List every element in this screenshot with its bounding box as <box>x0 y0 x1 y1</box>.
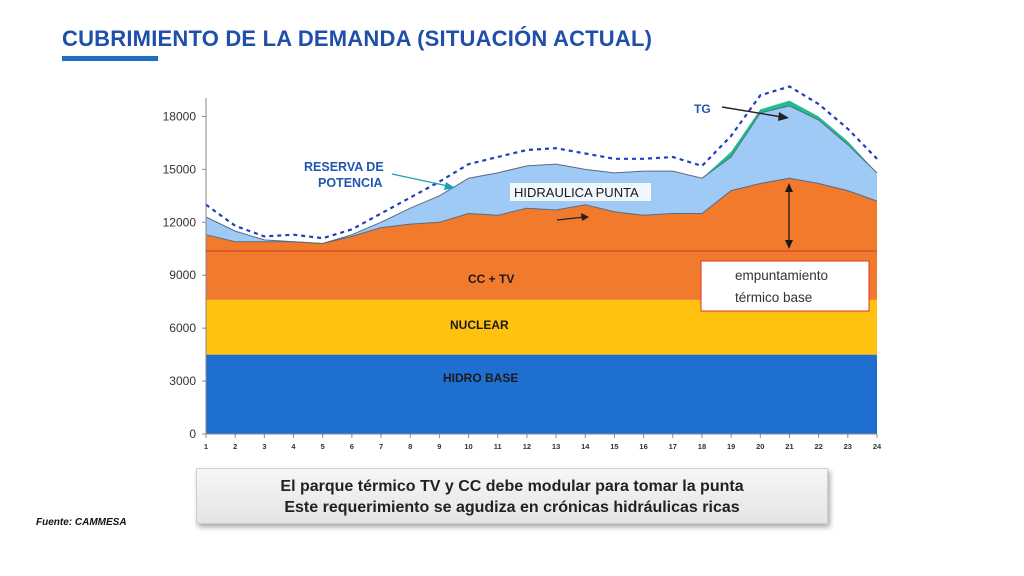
hidraulica-edge-line <box>205 105 878 245</box>
x-tick-label: 17 <box>669 442 677 451</box>
area-nuclear <box>206 299 877 355</box>
x-tick-label: 19 <box>727 442 735 451</box>
y-tick-label: 15000 <box>163 162 197 176</box>
label-tg: TG <box>694 102 711 116</box>
label-empuntamiento-line-2: térmico base <box>735 290 812 305</box>
title-underline <box>62 56 158 61</box>
x-tick-label: 22 <box>814 442 822 451</box>
callout-box: El parque térmico TV y CC debe modular p… <box>196 468 828 524</box>
x-tick-label: 18 <box>698 442 706 451</box>
source-note: Fuente: CAMMESA <box>36 517 127 528</box>
x-tick-label: 13 <box>552 442 560 451</box>
x-tick-label: 10 <box>464 442 472 451</box>
y-tick-label: 12000 <box>163 215 197 229</box>
empuntamiento-box <box>700 260 870 312</box>
area-hidraulica-punta <box>206 105 877 244</box>
label-empuntamiento-line-1: empuntamiento <box>735 268 828 283</box>
x-tick-label: 14 <box>581 442 590 451</box>
label-nuclear: NUCLEAR <box>450 318 509 332</box>
reserva-arrow-line <box>391 173 449 187</box>
area-tg <box>206 100 877 244</box>
tg-arrow-head <box>778 112 789 121</box>
x-tick-label: 8 <box>408 442 412 451</box>
x-tick-label: 1 <box>204 442 208 451</box>
label-reserva-line-2: POTENCIA <box>318 176 383 190</box>
x-tick-label: 6 <box>350 442 354 451</box>
y-tick-label: 0 <box>189 427 196 441</box>
chart-areas <box>205 85 878 434</box>
y-tick-label: 18000 <box>163 109 197 123</box>
callout-line-2: Este requerimiento se agudiza en crónica… <box>284 499 740 516</box>
x-tick-label: 24 <box>873 442 882 451</box>
empuntamiento-arrow-head-up <box>785 183 793 192</box>
hidraulica-arrow-head <box>581 213 589 221</box>
label-hidro-base: HIDRO BASE <box>443 371 518 385</box>
x-tick-label: 21 <box>785 442 793 451</box>
tg-arrow-line <box>721 106 783 118</box>
x-tick-label: 2 <box>233 442 237 451</box>
x-tick-label: 9 <box>437 442 441 451</box>
label-hidraulica-punta: HIDRAULICA PUNTA <box>514 185 639 200</box>
hidraulica-arrow-line <box>556 216 586 221</box>
chart-annotations: CC + TV NUCLEAR HIDRO BASE HIDRAULICA PUNTA… <box>206 102 877 385</box>
x-tick-label: 23 <box>844 442 852 451</box>
label-cc-tv: CC + TV <box>468 272 514 286</box>
callout-line-1: El parque térmico TV y CC debe modular p… <box>280 478 744 495</box>
y-tick-label: 9000 <box>169 268 196 282</box>
x-tick-label: 11 <box>494 442 502 451</box>
area-hidro-base <box>206 354 877 434</box>
empuntamiento-arrow-head-down <box>785 240 793 249</box>
x-tick-label: 12 <box>523 442 531 451</box>
hidraulica-label-bg <box>510 183 651 201</box>
x-tick-label: 7 <box>379 442 383 451</box>
reserva-arrow-head <box>444 182 455 190</box>
x-tick-label: 16 <box>639 442 647 451</box>
slide-title: CUBRIMIENTO DE LA DEMANDA (SITUACIÓN ACT… <box>62 26 653 51</box>
x-tick-label: 3 <box>262 442 266 451</box>
x-tick-label: 20 <box>756 442 764 451</box>
x-tick-label: 15 <box>610 442 618 451</box>
y-tick-label: 3000 <box>169 374 196 388</box>
x-tick-label: 4 <box>291 442 296 451</box>
label-reserva-line-1: RESERVA DE <box>304 160 384 174</box>
y-tick-label: 6000 <box>169 321 196 335</box>
reserva-potencia-line <box>205 85 878 240</box>
x-tick-label: 5 <box>321 442 325 451</box>
